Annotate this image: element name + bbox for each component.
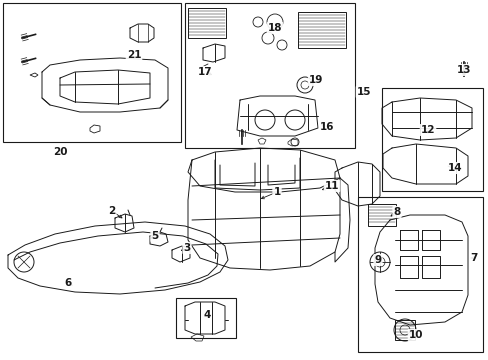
Text: 1: 1 [273,187,280,197]
Text: 2: 2 [108,206,115,216]
Text: 13: 13 [456,65,470,75]
Text: 11: 11 [324,181,339,191]
Text: 12: 12 [420,125,434,135]
Bar [297,12,346,48]
Text: 4: 4 [203,310,210,320]
Text: 9: 9 [374,255,381,265]
Text: 17: 17 [197,67,212,77]
Text: 21: 21 [126,50,141,60]
Text: 7: 7 [469,253,477,263]
Text: 14: 14 [447,163,461,173]
Text: 6: 6 [64,278,71,288]
Text: 19: 19 [308,75,323,85]
Text: 8: 8 [392,207,400,217]
Text: 20: 20 [53,147,67,157]
Text: 15: 15 [356,87,370,97]
Text: 10: 10 [408,330,423,340]
Bar [176,298,236,338]
Bar [187,8,225,38]
Bar [394,320,414,340]
Text: 16: 16 [319,122,334,132]
Text: 3: 3 [183,243,190,253]
Bar [3,3,181,142]
Text: 18: 18 [267,23,282,33]
Bar [184,3,354,148]
Bar [357,197,482,352]
Bar [367,204,395,226]
Bar [381,88,482,191]
Text: 5: 5 [151,231,158,241]
